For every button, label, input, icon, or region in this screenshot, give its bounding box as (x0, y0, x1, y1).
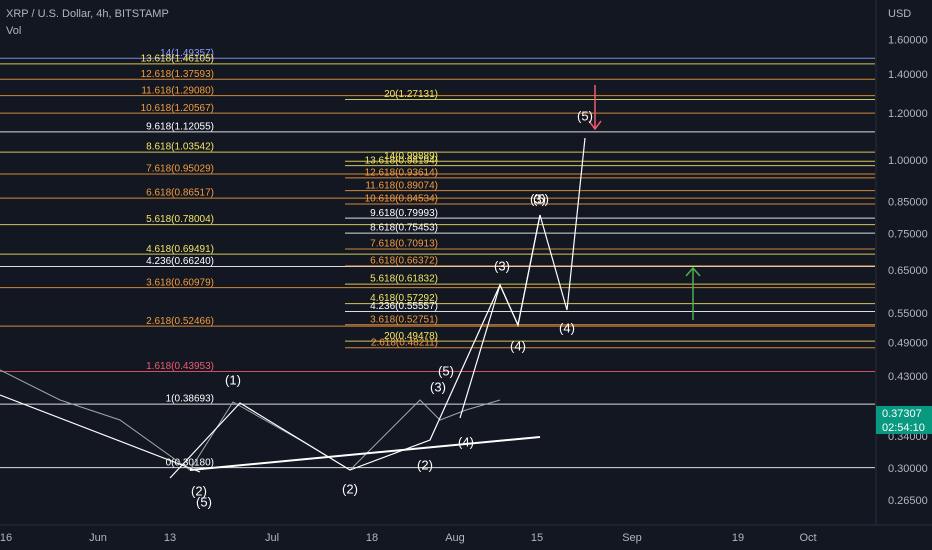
fib-label: 0(0.30180) (166, 457, 214, 468)
current-price-badge (876, 406, 932, 434)
fib-label: 10.618(0.84534) (365, 194, 438, 205)
fib-label: 4.618(0.57292) (370, 293, 438, 304)
y-tick-label: 1.00000 (888, 155, 928, 167)
fib-label: 2.618(0.48211) (371, 337, 438, 348)
symbol-title: XRP / U.S. Dollar, 4h, BITSTAMP (6, 8, 169, 20)
arrow-head (685, 266, 701, 277)
fib-levels: 14(1.49357)13.618(1.46105) 12.618(1.37593… (0, 48, 875, 468)
y-tick-label: 0.34000 (888, 431, 928, 443)
time-axis: 16 Jun 13 Jul 18 Aug 15 Sep 19 Oct (0, 532, 817, 544)
fib-label: 20(0.49478) (384, 331, 438, 342)
arrows (588, 85, 701, 320)
fib-label: 8.618(1.03542) (146, 142, 214, 153)
fib-label: 12.618(1.37593) (141, 69, 214, 80)
y-tick-label: 0.43000 (888, 371, 928, 383)
wave-label: (2) (191, 483, 207, 498)
wave-label: (2) (417, 457, 433, 472)
fib-label: 5.618(0.78004) (146, 214, 214, 225)
fib-label: 6.618(0.86517) (146, 188, 214, 199)
y-tick-label: 1.40000 (888, 69, 928, 81)
wave-label: (3) (494, 258, 510, 273)
fib-label: 12.618(0.93614) (365, 168, 438, 179)
wave-lines (0, 137, 586, 479)
x-tick-label: Aug (445, 532, 465, 544)
fib-label: 3.618(0.52751) (370, 314, 438, 325)
current-price: 0.37307 (882, 408, 922, 420)
fib-label: 14(0.99889) (384, 151, 438, 162)
fib-label: 11.618(0.89074) (365, 180, 438, 191)
indicator-label: Vol (6, 25, 21, 37)
fib-label: 4.236(0.55557) (370, 301, 438, 312)
x-tick-label: Jul (265, 532, 279, 544)
fib-label: 7.618(0.70913) (370, 239, 438, 250)
trend-line (0, 394, 201, 473)
trend-line (189, 436, 541, 471)
x-tick-label: Sep (622, 532, 642, 544)
wave-label: (1) (225, 372, 241, 387)
fib-label: 10.618(1.20567) (141, 103, 214, 114)
wave-label: (4) (559, 320, 575, 335)
wave-label: (4) (458, 434, 474, 449)
fib-label: 5.618(0.61832) (370, 274, 438, 285)
fib-label: 1(0.38693) (166, 394, 214, 405)
fib-label: 13.618(1.46105) (141, 54, 214, 65)
x-tick-label: 13 (164, 532, 176, 544)
fib-label: 2.618(0.52466) (146, 316, 214, 327)
fib-label: 13.618(0.98194) (365, 155, 438, 166)
x-tick-label: Jun (89, 532, 107, 544)
y-tick-label: 0.65000 (888, 265, 928, 277)
fib-label: 3.618(0.60979) (146, 277, 214, 288)
fib-label: 8.618(0.75453) (370, 223, 438, 234)
fib-label: 9.618(1.12055) (146, 122, 214, 133)
wave-label: (2) (342, 481, 358, 496)
x-tick-label: 19 (732, 532, 744, 544)
fib-label: 7.618(0.95029) (146, 164, 214, 175)
fib-label: 4.618(0.69491) (146, 244, 214, 255)
fib-label: 20(1.27131) (384, 89, 438, 100)
x-tick-label: 15 (531, 532, 543, 544)
wave-labels: (1)(2)(2)(3)(4)(5)(3)(4)(5)(5)(3)(4)(2)(… (191, 108, 593, 509)
wave-label: (5) (438, 363, 454, 378)
price-axis: 1.60000 1.40000 1.20000 1.00000 0.85000 0.750… (888, 35, 928, 507)
y-tick-label: 0.26500 (888, 495, 928, 507)
x-tick-label: 16 (0, 532, 12, 544)
arrow-head (588, 120, 602, 131)
wave-label: (4) (510, 338, 526, 353)
y-tick-label: 0.75000 (888, 229, 928, 241)
y-tick-label: 0.85000 (888, 197, 928, 209)
y-tick-label: 1.20000 (888, 108, 928, 120)
currency-label: USD (888, 8, 911, 20)
fib-label: 6.618(0.66372) (370, 256, 438, 267)
fib-label: 1.618(0.43953) (146, 361, 214, 372)
y-tick-label: 0.49000 (888, 338, 928, 350)
y-tick-label: 0.30000 (888, 463, 928, 475)
fib-label: 9.618(0.79993) (370, 208, 438, 219)
x-tick-label: 18 (366, 532, 378, 544)
wave-label: (5) (533, 191, 549, 206)
fib-label: 4.236(0.66240) (146, 256, 214, 267)
x-tick-label: Oct (799, 532, 816, 544)
y-tick-label: 0.55000 (888, 308, 928, 320)
countdown: 02:54:10 (882, 422, 925, 434)
y-tick-label: 1.60000 (888, 35, 928, 47)
wave-label: (3) (430, 379, 446, 394)
wave-label: (3) (530, 191, 546, 206)
fib-label: 14(1.49357) (160, 48, 214, 59)
fib-label: 11.618(1.29080) (141, 85, 214, 96)
wave-path (459, 214, 541, 419)
wave-label: (5) (577, 108, 593, 123)
wave-label: (5) (196, 494, 212, 509)
